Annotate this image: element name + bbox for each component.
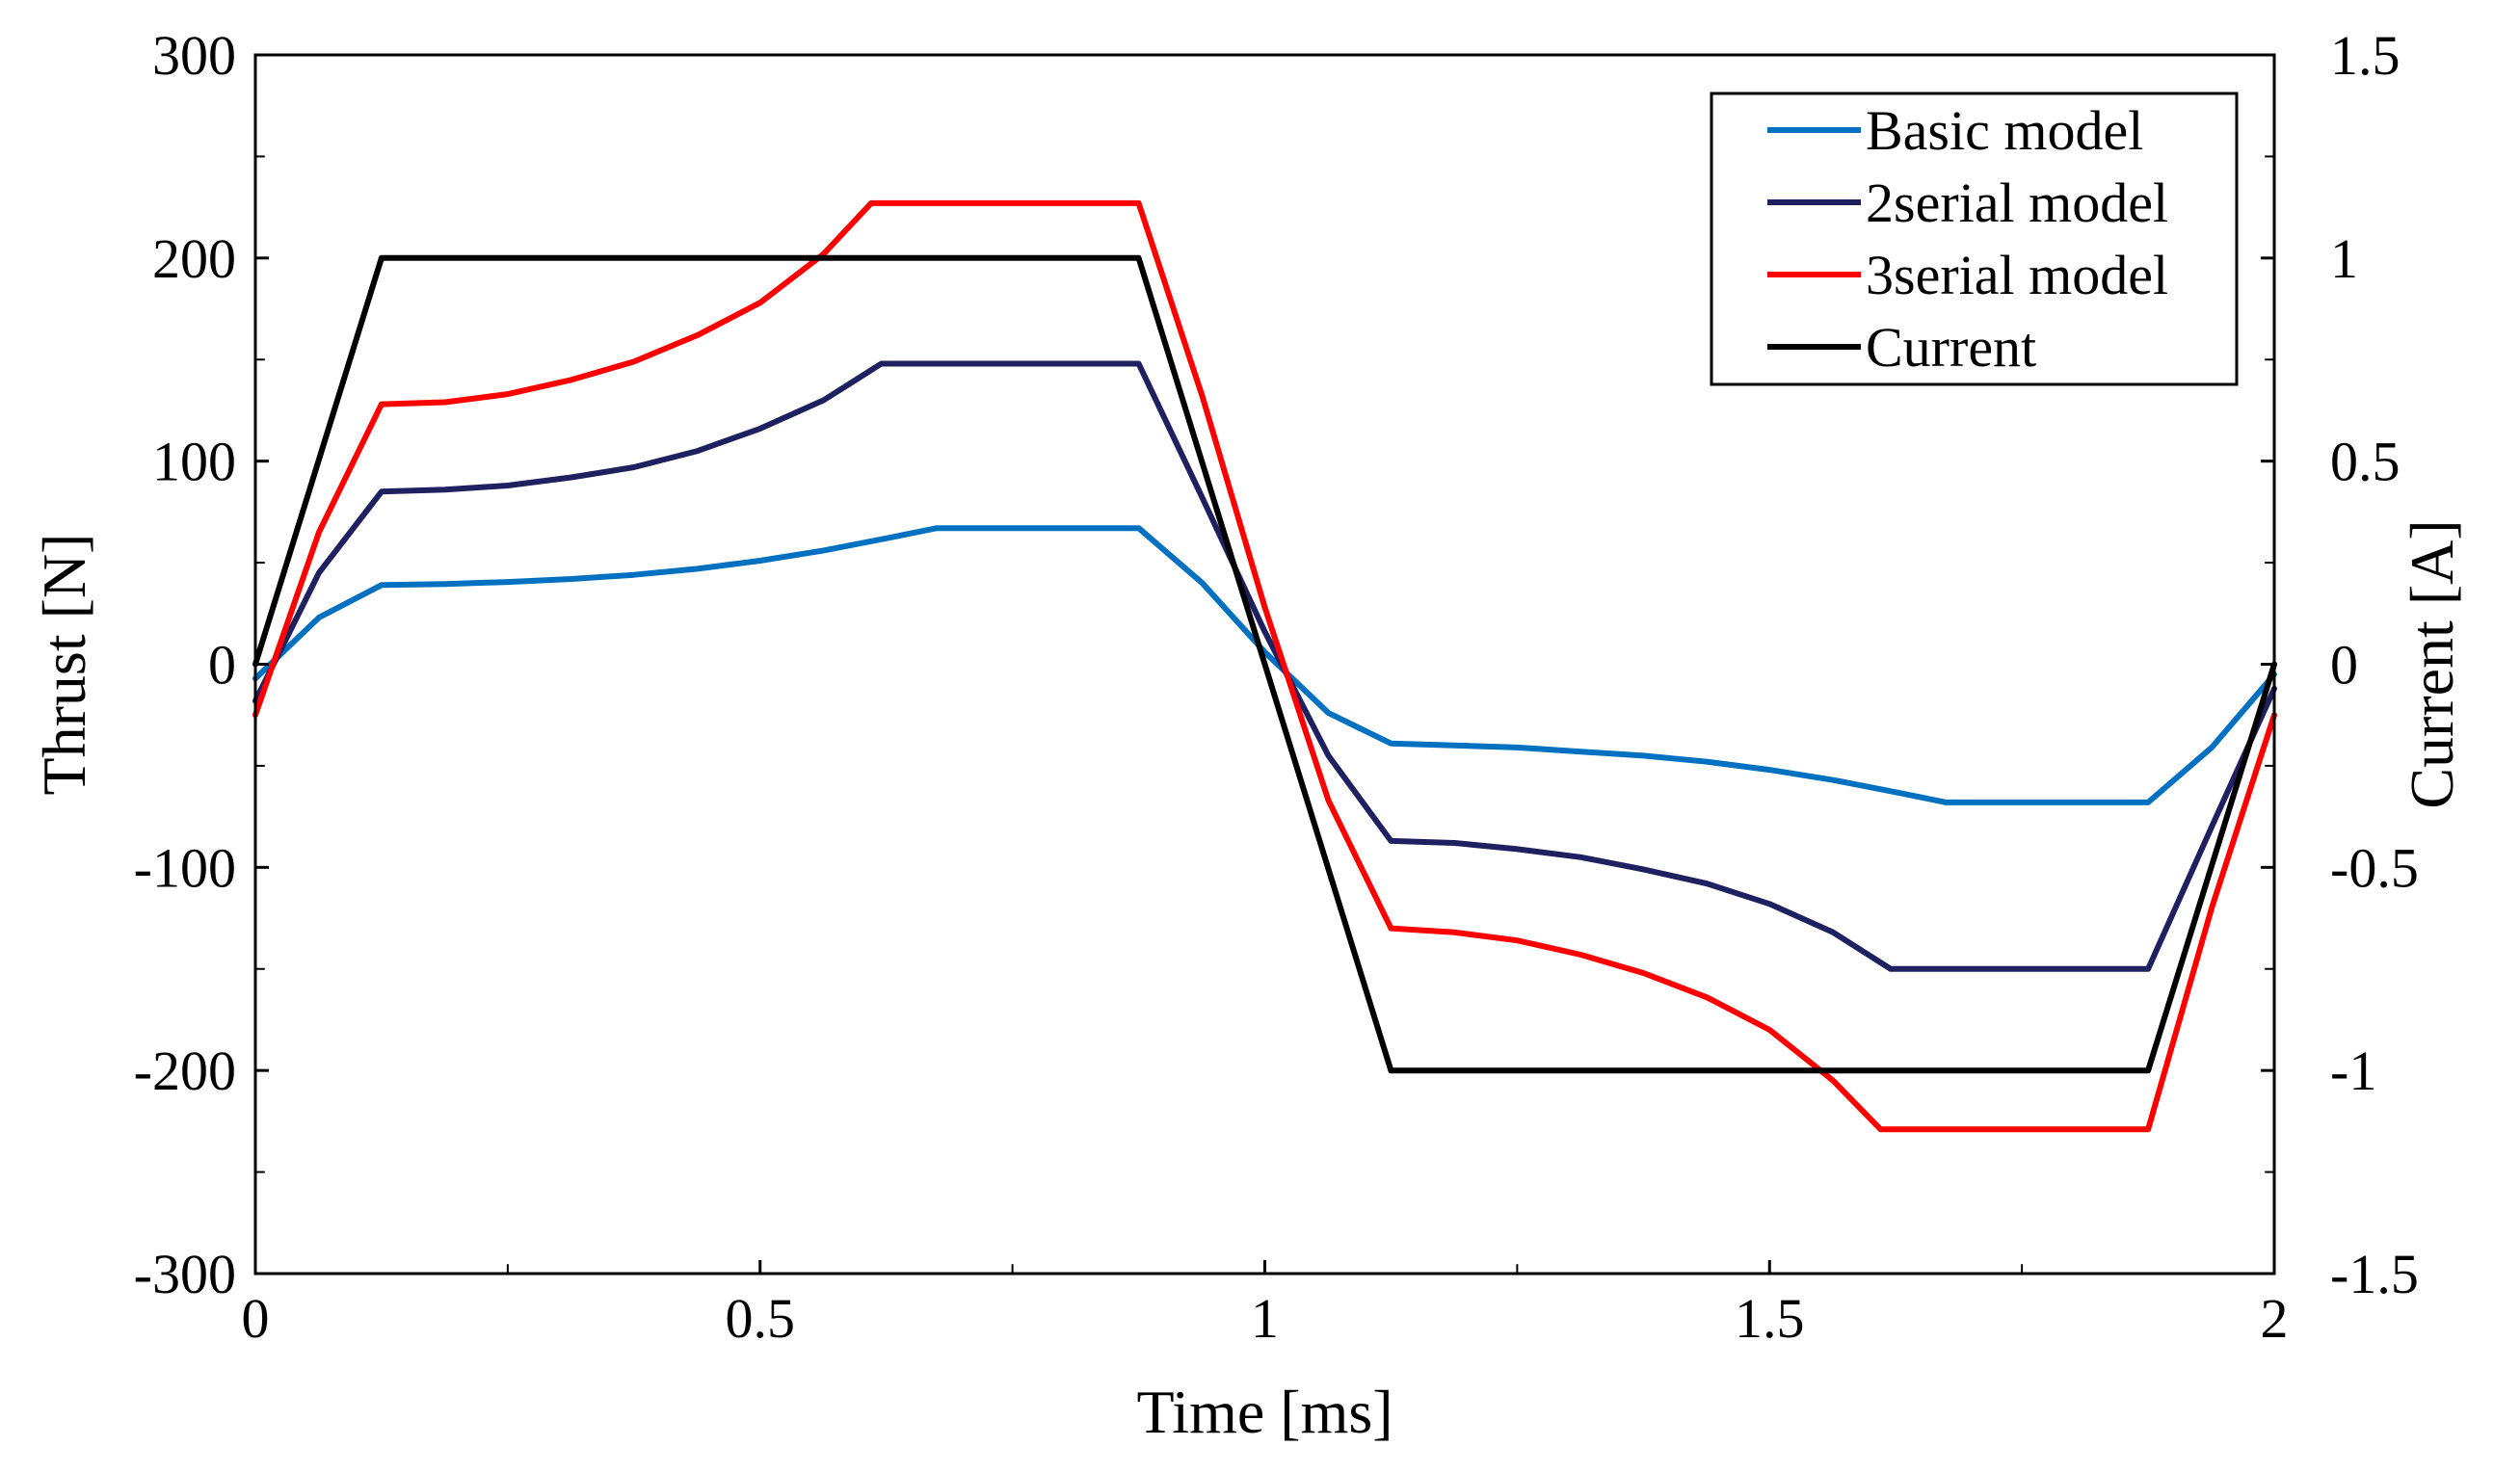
- x-tick-label: 2: [2261, 1287, 2289, 1350]
- y-tick-label: -300: [134, 1243, 236, 1305]
- y-axis-title: Thrust [N]: [30, 534, 98, 796]
- y2-tick-label: -1.5: [2330, 1243, 2419, 1305]
- y2-tick-label: -0.5: [2330, 836, 2419, 899]
- x-tick-label: 1.5: [1735, 1287, 1805, 1350]
- x-axis-title: Time [ms]: [1136, 1378, 1393, 1446]
- legend-box: [1710, 92, 2239, 386]
- legend-label: 3serial model: [1866, 244, 2168, 306]
- ticks-layer: 0 0.5 1 1.5 2 300 200 100 0 -100 -200 -300 1.5 1 0.5 0 -…: [134, 24, 2419, 1350]
- y-tick-label: 0: [208, 634, 236, 697]
- series-line-current: [252, 254, 2277, 1074]
- legend-label: Current: [1866, 316, 2036, 379]
- y2-axis-title: Current [A]: [2398, 519, 2466, 808]
- series-line-2serial-model: [252, 360, 2277, 972]
- y2-tick-label: 0.5: [2330, 431, 2401, 493]
- legend: Basic model 2serial model 3serial model Cur…: [1710, 92, 2239, 386]
- series-line-basic-model: [252, 525, 2277, 805]
- y-tick-label: 300: [152, 24, 236, 87]
- y-tick-label: 200: [152, 227, 236, 290]
- legend-label: Basic model: [1866, 99, 2143, 162]
- y-tick-label: -100: [134, 836, 236, 899]
- y2-tick-label: 0: [2330, 634, 2358, 697]
- x-tick-label: 0: [242, 1287, 270, 1350]
- y-tick-label: 100: [152, 431, 236, 493]
- y2-tick-label: 1.5: [2330, 24, 2401, 87]
- plot-frame: [253, 53, 2276, 1276]
- x-tick-label: 1: [1251, 1287, 1279, 1350]
- series-layer: [252, 199, 2277, 1133]
- y2-tick-label: 1: [2330, 227, 2358, 290]
- y-tick-label: -200: [134, 1039, 236, 1102]
- x-tick-label: 0.5: [726, 1287, 796, 1350]
- legend-items: Basic model 2serial model 3serial model Cur…: [1767, 99, 2168, 379]
- series-line-3serial-model: [252, 199, 2277, 1133]
- y2-tick-label: -1: [2330, 1039, 2376, 1102]
- legend-label: 2serial model: [1866, 171, 2168, 234]
